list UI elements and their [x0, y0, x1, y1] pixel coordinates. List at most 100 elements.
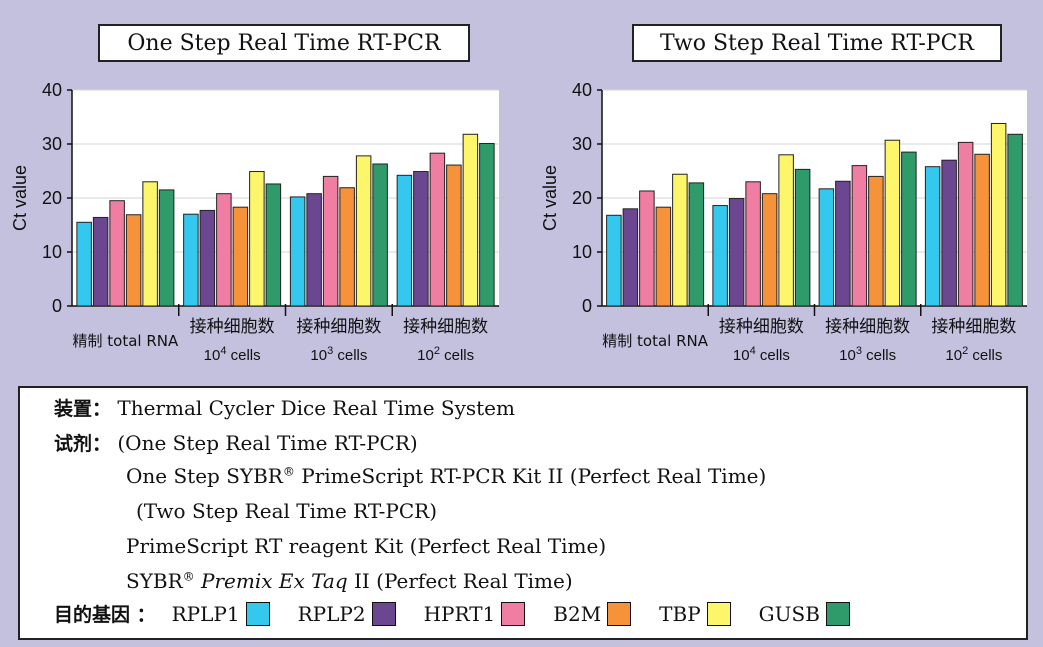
x-category-sublabel: 102 cells [417, 345, 474, 364]
legend-label: HPRT1 [423, 601, 496, 626]
device-line: 装置： Thermal Cycler Dice Real Time System [54, 394, 515, 421]
x-category-sublabel: 102 cells [945, 345, 1002, 364]
bar-b2m-0 [655, 206, 672, 307]
x-category-label: 精制 total RNA [73, 332, 179, 350]
y-tick-label: 0 [52, 296, 62, 316]
x-category-sublabel: 103 cells [310, 345, 367, 364]
bar-hprt1-3 [429, 152, 446, 307]
bar-b2m-1 [232, 206, 249, 307]
bar-tbp-1 [249, 171, 265, 307]
x-category-label: 精制 total RNA [602, 332, 708, 350]
legend-swatch [607, 601, 632, 626]
bar-hprt1-2 [851, 165, 868, 307]
y-tick-label: 30 [42, 134, 62, 154]
bar-hprt1-2 [322, 175, 339, 307]
legend-swatch [825, 601, 850, 626]
bar-rplp1-3 [924, 166, 941, 307]
reagent-line: 试剂： (One Step Real Time RT-PCR) [54, 429, 418, 456]
legend-item-gusb: GUSB [758, 601, 850, 626]
y-axis-label: Ct value [10, 165, 30, 231]
x-category-label: 接种细胞数 [931, 317, 1016, 337]
bar-rplp1-2 [289, 196, 306, 307]
bar-b2m-1 [761, 193, 778, 307]
bar-hprt1-1 [216, 193, 232, 307]
bar-hprt1-0 [109, 200, 125, 307]
legend-label: RPLP1 [171, 601, 240, 626]
chart-two-step: 0 10 20 30 40 Ct value 精制 total RNA 接种细胞数 104 ce… [540, 80, 1027, 364]
y-tick-label: 0 [582, 296, 592, 316]
bar-b2m-3 [446, 164, 462, 307]
bar-rplp2-0 [622, 208, 639, 307]
device-label: 装置： [54, 398, 112, 420]
legend-item-b2m: B2M [553, 601, 632, 626]
bar-hprt1-3 [957, 141, 974, 307]
x-category-label: 接种细胞数 [403, 317, 488, 337]
legend-swatch [245, 601, 270, 626]
two-step-kit1: PrimeScript RT reagent Kit (Perfect Real… [126, 534, 607, 558]
device-value: Thermal Cycler Dice Real Time System [117, 396, 515, 420]
legend-item-hprt1: HPRT1 [423, 601, 526, 626]
one-step-kit-text: One Step SYBR [126, 464, 283, 488]
bar-rplp2-3 [413, 171, 429, 307]
bar-rplp1-2 [818, 188, 835, 307]
x-category-label: 接种细胞数 [190, 317, 275, 337]
registered-mark-2: ® [182, 569, 195, 584]
bar-gusb-3 [479, 142, 495, 307]
bar-tbp-1 [778, 154, 794, 307]
legend-label: RPLP2 [297, 601, 366, 626]
bar-tbp-3 [990, 122, 1007, 307]
x-category-label: 接种细胞数 [825, 317, 910, 337]
bar-rplp2-0 [92, 216, 109, 307]
y-axis-label: Ct value [540, 165, 560, 231]
two-step-header: (Two Step Real Time RT-PCR) [136, 499, 437, 523]
genes-label: 目的基因 ： [54, 604, 156, 626]
legend-item-tbp: TBP [659, 601, 731, 626]
premix-ex-taq: Premix Ex Taq [194, 569, 348, 593]
legend-label: B2M [553, 601, 602, 626]
bar-b2m-2 [868, 175, 884, 307]
x-category-sublabel: 103 cells [839, 345, 896, 364]
two-step-kit2-line: SYBR® Premix Ex Taq II (Perfect Real Tim… [126, 569, 573, 593]
bar-rplp1-1 [712, 205, 728, 307]
bar-rplp2-1 [199, 209, 216, 307]
chart-one-step: 0 10 20 30 40 Ct value 精制 total RNA 接种细胞数 104 ce… [10, 80, 499, 364]
bar-gusb-3 [1007, 133, 1023, 307]
bar-tbp-2 [884, 139, 901, 307]
registered-mark: ® [282, 464, 295, 479]
one-step-kit-text-2: PrimeScript RT-PCR Kit II (Perfect Real … [294, 464, 767, 488]
y-tick-label: 40 [572, 80, 592, 100]
legend-swatch [706, 601, 731, 626]
chart-title-one-step: One Step Real Time RT-PCR [98, 24, 470, 62]
y-tick-label: 30 [572, 134, 592, 154]
bar-tbp-0 [672, 173, 688, 307]
legend-item-rplp2: RPLP2 [297, 601, 396, 626]
reagent-label: 试剂： [54, 433, 112, 455]
bar-tbp-0 [142, 181, 158, 307]
bar-rplp1-1 [183, 213, 199, 307]
legend-swatch [371, 601, 396, 626]
bar-hprt1-0 [639, 190, 655, 307]
bar-rplp1-0 [76, 221, 92, 307]
bar-hprt1-1 [745, 181, 761, 307]
chart-title-two-step: Two Step Real Time RT-PCR [632, 24, 1002, 62]
two-step-kit2-text: SYBR [126, 569, 183, 593]
gene-legend: 目的基因 ： RPLP1 RPLP2 HPRT1 B2M TBP GUSB [54, 600, 878, 627]
x-category-label: 接种细胞数 [296, 317, 381, 337]
bar-gusb-2 [901, 151, 917, 307]
bar-rplp2-3 [941, 159, 957, 307]
bar-b2m-0 [125, 214, 142, 307]
bar-rplp1-0 [606, 214, 622, 307]
one-step-header: (One Step Real Time RT-PCR) [117, 431, 418, 455]
one-step-kit-line: One Step SYBR® PrimeScript RT-PCR Kit II… [126, 464, 766, 488]
bar-gusb-0 [158, 189, 175, 307]
info-panel: 装置： Thermal Cycler Dice Real Time System… [18, 386, 1028, 640]
bar-rplp2-2 [835, 180, 851, 307]
bar-rplp1-3 [396, 174, 413, 307]
bar-gusb-2 [372, 163, 388, 307]
bar-tbp-2 [355, 155, 372, 307]
legend-item-rplp1: RPLP1 [171, 601, 270, 626]
legend-label: GUSB [758, 601, 820, 626]
bar-rplp2-1 [728, 198, 745, 307]
two-step-kit2-text-2: II (Perfect Real Time) [347, 569, 573, 593]
bar-b2m-2 [339, 187, 355, 307]
